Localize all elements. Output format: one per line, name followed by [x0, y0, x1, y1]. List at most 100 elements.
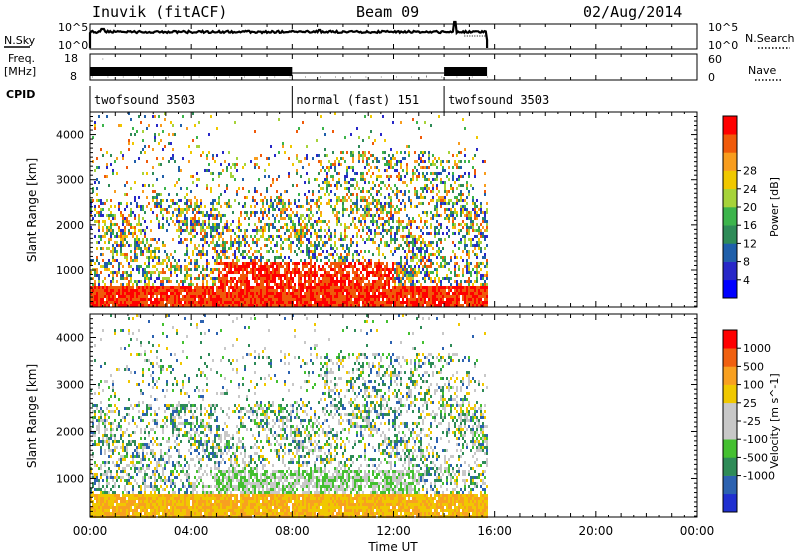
- power-cell: [218, 268, 220, 271]
- power-cell: [282, 145, 284, 148]
- power-cell: [376, 178, 378, 181]
- power-cell: [362, 154, 364, 157]
- power-cell: [120, 211, 122, 214]
- power-cell: [406, 256, 408, 259]
- power-cell: [236, 193, 238, 196]
- power-cell: [338, 181, 340, 184]
- power-cell: [220, 220, 222, 223]
- power-cell: [326, 277, 328, 280]
- power-cell: [420, 253, 422, 256]
- power-cell: [394, 292, 396, 295]
- power-cell: [226, 229, 228, 232]
- power-cell: [360, 289, 362, 292]
- power-cell: [190, 292, 192, 295]
- power-cell: [356, 202, 358, 205]
- power-cell: [124, 295, 126, 298]
- power-cell: [124, 253, 126, 256]
- power-cell: [240, 289, 242, 292]
- power-cell: [354, 301, 356, 304]
- power-cell: [442, 295, 444, 298]
- power-cell: [302, 289, 304, 292]
- power-cell: [486, 259, 488, 262]
- power-cell: [416, 247, 418, 250]
- power-cell: [432, 190, 434, 193]
- power-cell: [346, 271, 348, 274]
- power-cell: [402, 229, 404, 232]
- power-cell: [342, 289, 344, 292]
- power-cell: [178, 229, 180, 232]
- power-cell: [184, 295, 186, 298]
- power-cell: [196, 178, 198, 181]
- power-cell: [310, 286, 312, 289]
- power-cell: [110, 301, 112, 304]
- power-cell: [260, 259, 262, 262]
- power-cell: [398, 277, 400, 280]
- power-cell: [186, 220, 188, 223]
- power-cell: [478, 241, 480, 244]
- power-cell: [154, 238, 156, 241]
- power-cell: [470, 295, 472, 298]
- power-cell: [200, 301, 202, 304]
- power-cell: [106, 286, 108, 289]
- power-cell: [284, 208, 286, 211]
- power-cell: [380, 232, 382, 235]
- velocity-cell: [90, 431, 92, 434]
- power-cell: [424, 277, 426, 280]
- velocity-cell: [92, 476, 94, 479]
- power-cell: [262, 214, 264, 217]
- power-cell: [180, 301, 182, 304]
- power-cell: [114, 247, 116, 250]
- power-cell: [262, 211, 264, 214]
- power-cell: [120, 253, 122, 256]
- power-cell: [338, 220, 340, 223]
- power-cell: [252, 304, 254, 307]
- power-cell: [190, 262, 192, 265]
- power-cell: [268, 157, 270, 160]
- power-cell: [392, 295, 394, 298]
- power-cell: [246, 262, 248, 265]
- power-cell: [154, 139, 156, 142]
- power-cell: [358, 259, 360, 262]
- power-cell: [316, 271, 318, 274]
- power-cell: [394, 163, 396, 166]
- power-cell: [134, 199, 136, 202]
- power-cell: [368, 301, 370, 304]
- power-cell: [218, 256, 220, 259]
- power-cell: [92, 304, 94, 307]
- power-cell: [324, 148, 326, 151]
- power-cell: [234, 241, 236, 244]
- power-cell: [468, 172, 470, 175]
- power-cell: [184, 274, 186, 277]
- power-cell: [436, 271, 438, 274]
- power-cell: [272, 301, 274, 304]
- power-cell: [240, 295, 242, 298]
- power-cell: [378, 301, 380, 304]
- power-cell: [406, 301, 408, 304]
- power-cell: [282, 211, 284, 214]
- power-cell: [298, 160, 300, 163]
- power-cell: [270, 301, 272, 304]
- power-cell: [160, 139, 162, 142]
- power-cell: [212, 247, 214, 250]
- power-cell: [342, 238, 344, 241]
- velocity-cell: [94, 476, 96, 479]
- power-cell: [146, 286, 148, 289]
- power-cell: [228, 298, 230, 301]
- power-cell: [370, 154, 372, 157]
- power-cell: [244, 304, 246, 307]
- power-cell: [380, 265, 382, 268]
- power-cell: [164, 277, 166, 280]
- power-cell: [264, 262, 266, 265]
- power-cell: [364, 298, 366, 301]
- power-cell: [384, 151, 386, 154]
- power-cell: [350, 304, 352, 307]
- power-cell: [372, 223, 374, 226]
- power-cell: [94, 127, 96, 130]
- power-cell: [342, 280, 344, 283]
- power-cell: [484, 184, 486, 187]
- power-cell: [296, 262, 298, 265]
- power-cell: [220, 214, 222, 217]
- power-cell: [176, 208, 178, 211]
- power-cell: [454, 280, 456, 283]
- velocity-cell: [90, 506, 92, 509]
